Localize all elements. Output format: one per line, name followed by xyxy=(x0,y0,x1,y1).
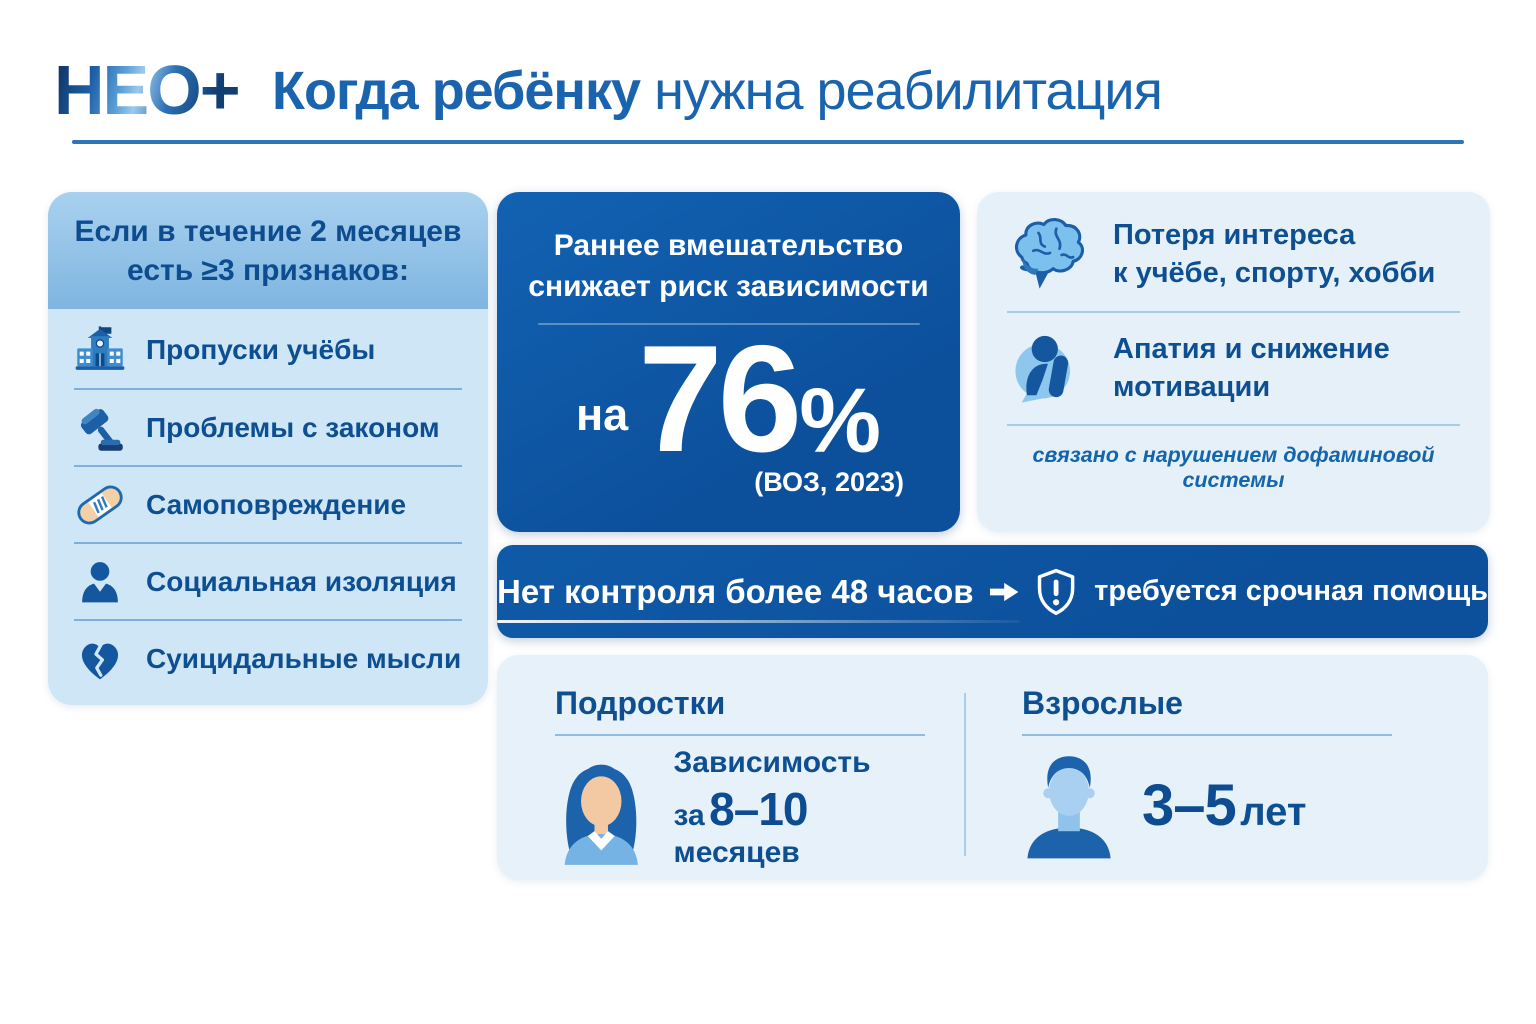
teens-line2: за 8–10 месяцев xyxy=(674,782,935,870)
stat-title-line2: снижает риск зависимости xyxy=(528,269,929,303)
alert-condition: Нет контроля более 48 часов xyxy=(497,572,1020,623)
symptoms-footnote: связано с нарушением дофаминовой системы xyxy=(1007,424,1460,493)
teen-girl-avatar xyxy=(555,749,648,867)
adult-man-avatar xyxy=(1022,746,1116,864)
adults-suffix: лет xyxy=(1240,789,1307,834)
school-icon xyxy=(74,324,126,376)
teens-value: 8–10 xyxy=(709,783,808,835)
timeline-panel: Подростки Зависимость за xyxy=(497,655,1488,880)
symptom-line2: к учёбе, спорту, хобби xyxy=(1113,256,1436,289)
arrow-right-icon xyxy=(989,577,1018,607)
criteria-item-label: Проблемы с законом xyxy=(146,411,440,443)
teens-column: Подростки Зависимость за xyxy=(497,655,964,880)
brain-icon xyxy=(1007,213,1091,297)
criteria-item-label: Суицидальные мысли xyxy=(146,642,462,674)
list-item: Потеря интереса к учёбе, спорту, хобби xyxy=(1007,198,1460,311)
teens-line1: Зависимость xyxy=(673,746,871,779)
alert-action: требуется срочная помощь xyxy=(1094,575,1488,607)
stat-value-row: на 76 % xyxy=(497,314,960,484)
symptoms-panel: Потеря интереса к учёбе, спорту, хобби А… xyxy=(977,192,1490,532)
criteria-item-label: Социальная изоляция xyxy=(146,565,457,597)
list-item: Социальная изоляция xyxy=(74,542,462,619)
criteria-item-label: Самоповреждение xyxy=(146,488,407,520)
stat-value: 76 xyxy=(638,314,802,484)
adults-column: Взрослые 3–5 лет xyxy=(964,655,1488,880)
person-icon xyxy=(74,556,126,608)
page-title-bold: Когда ребёнку xyxy=(272,61,641,121)
list-item: Проблемы с законом xyxy=(74,388,462,465)
criteria-list: Пропуски учёбы Проблемы с законом xyxy=(48,309,488,696)
stat-unit: % xyxy=(799,370,882,473)
page-title-rest: нужна реабилитация xyxy=(640,61,1163,121)
teens-suffix: месяцев xyxy=(673,836,800,869)
criteria-panel: Если в течение 2 месяцев есть ≥3 признак… xyxy=(48,192,488,705)
adults-title: Взрослые xyxy=(1022,685,1392,736)
logo-neo-plus: НЕО+ xyxy=(54,51,241,129)
broken-heart-icon xyxy=(74,633,126,685)
stat-title-line1: Раннее вмешательство xyxy=(553,229,904,262)
criteria-item-label: Пропуски учёбы xyxy=(146,333,376,365)
symptom-line1: Потеря интереса xyxy=(1113,218,1356,251)
stat-source: (ВОЗ, 2023) xyxy=(754,467,904,498)
teens-body: Зависимость за 8–10 месяцев xyxy=(555,746,934,870)
list-item: Самоповреждение xyxy=(74,465,462,542)
adults-body: 3–5 лет xyxy=(1022,746,1458,864)
symptom-line2: мотивации xyxy=(1113,370,1271,403)
list-item: Пропуски учёбы xyxy=(74,311,462,388)
teens-title: Подростки xyxy=(555,685,925,736)
page-title: Когда ребёнку нужна реабилитация xyxy=(272,60,1163,122)
apathy-icon xyxy=(1007,327,1091,411)
adults-text: 3–5 лет xyxy=(1142,772,1306,839)
adults-value: 3–5 xyxy=(1142,772,1237,838)
teens-prefix: за xyxy=(673,799,705,832)
list-item: Апатия и снижение мотивации xyxy=(1007,311,1460,424)
stat-card-title: Раннее вмешательство снижает риск зависи… xyxy=(497,226,960,307)
stat-card: Раннее вмешательство снижает риск зависи… xyxy=(497,192,960,532)
shield-alert-icon xyxy=(1034,561,1078,623)
criteria-title-line1: Если в течение 2 месяцев xyxy=(74,214,462,248)
stat-prefix: на xyxy=(575,389,629,441)
bandage-icon xyxy=(74,479,126,531)
gavel-icon xyxy=(74,402,126,454)
symptom-line1: Апатия и снижение xyxy=(1113,332,1390,365)
symptom-label: Апатия и снижение мотивации xyxy=(1113,331,1390,406)
stat-divider xyxy=(537,323,920,325)
symptom-label: Потеря интереса к учёбе, спорту, хобби xyxy=(1113,217,1435,292)
alert-banner: Нет контроля более 48 часов требуется ср… xyxy=(497,545,1488,638)
criteria-panel-title: Если в течение 2 месяцев есть ≥3 признак… xyxy=(48,192,488,309)
criteria-title-line2: есть ≥3 признаков: xyxy=(127,253,409,287)
teens-text: Зависимость за 8–10 месяцев xyxy=(674,746,935,870)
header-divider xyxy=(72,140,1464,144)
list-item: Суицидальные мысли xyxy=(74,619,462,696)
